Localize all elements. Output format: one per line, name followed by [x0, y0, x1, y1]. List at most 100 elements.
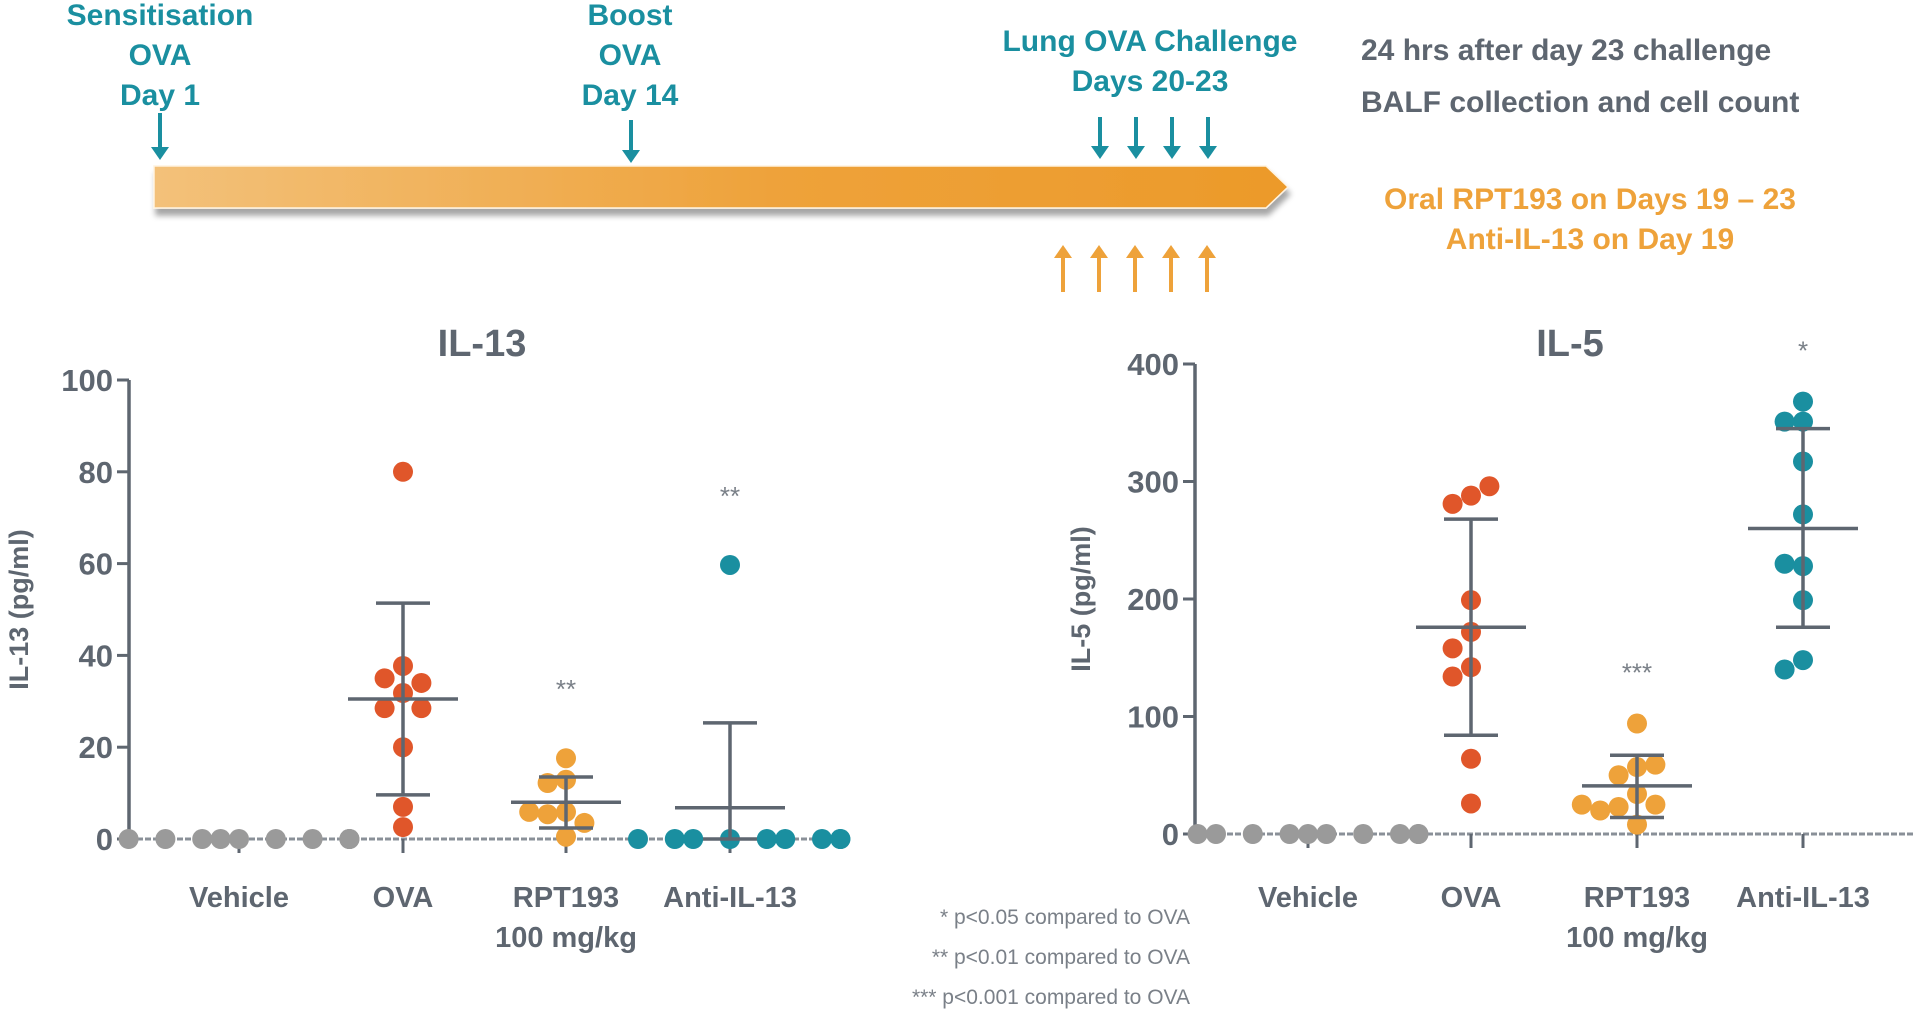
- y-tick-label: 0: [96, 822, 113, 857]
- data-point: [374, 668, 395, 689]
- data-point: [1590, 800, 1611, 821]
- down-arrow-icon: [1199, 117, 1217, 159]
- data-point: [1279, 824, 1300, 844]
- data-point: [1774, 553, 1795, 574]
- up-arrow-icon: [1162, 245, 1180, 292]
- treatment-note-line: Anti-IL-13 on Day 19: [1445, 223, 1735, 256]
- y-tick-label: 100: [61, 363, 113, 398]
- x-tick-label: 100 mg/kg: [495, 922, 637, 954]
- data-point: [118, 829, 139, 849]
- down-arrow-icon: [1127, 117, 1145, 159]
- data-point: [1390, 824, 1410, 844]
- y-tick-label: 300: [1127, 465, 1179, 500]
- event-boost-line: Day 14: [581, 79, 679, 112]
- down-arrow-icon: [1091, 117, 1109, 159]
- data-point: [1627, 814, 1647, 835]
- data-point: [812, 829, 832, 849]
- arrow-head: [1127, 146, 1145, 159]
- x-tick-label: Anti-IL-13: [1736, 882, 1870, 914]
- down-arrow-icon: [1163, 117, 1181, 159]
- timeline-arrow: [153, 165, 1290, 209]
- arrow-head: [1091, 146, 1109, 159]
- data-point: [664, 829, 685, 849]
- arrow-head: [1198, 245, 1216, 258]
- arrow-head: [1162, 245, 1180, 258]
- arrow-head: [1163, 146, 1181, 159]
- collection-note-line: BALF collection and cell count: [1361, 86, 1800, 119]
- data-point: [192, 829, 213, 849]
- down-arrow-icon: [151, 113, 169, 160]
- event-boost-line: Boost: [587, 0, 673, 32]
- data-point: [683, 829, 704, 849]
- x-tick-label: OVA: [373, 882, 434, 914]
- event-sensitisation-line: OVA: [128, 39, 192, 72]
- event-sensitisation: Sensitisation OVA Day 1: [60, 0, 260, 116]
- data-point: [556, 748, 576, 769]
- treatment-note: Oral RPT193 on Days 19 – 23 Anti-IL-13 o…: [1355, 180, 1825, 260]
- arrow-head: [1199, 146, 1217, 159]
- significance-marker: **: [720, 481, 740, 511]
- footnotes: * p<0.05 compared to OVA ** p<0.01 compa…: [760, 898, 1190, 1018]
- data-point: [393, 817, 413, 838]
- data-point: [1316, 824, 1337, 844]
- chart-title: IL-5: [1536, 323, 1604, 365]
- data-point: [1608, 765, 1629, 786]
- event-lung-challenge: Lung OVA Challenge Days 20-23: [960, 22, 1340, 102]
- data-point: [537, 804, 558, 825]
- y-tick-label: 20: [79, 730, 113, 765]
- event-boost: Boost OVA Day 14: [530, 0, 730, 116]
- arrow-head: [1090, 245, 1108, 258]
- significance-marker: *: [1798, 336, 1808, 366]
- data-point: [830, 829, 851, 849]
- up-arrow-icon: [1198, 245, 1216, 292]
- data-point: [411, 698, 432, 719]
- data-point: [1793, 391, 1813, 412]
- data-point: [1353, 824, 1374, 844]
- data-point: [1774, 659, 1795, 680]
- y-tick-label: 100: [1127, 700, 1179, 735]
- data-point: [756, 829, 777, 849]
- y-tick-label: 60: [79, 547, 113, 582]
- y-axis-label: IL-13 (pg/ml): [4, 529, 34, 690]
- arrow-head: [151, 147, 169, 160]
- collection-note: 24 hrs after day 23 challenge BALF colle…: [1361, 25, 1799, 129]
- ova-dose-arrows: [151, 113, 1217, 163]
- y-tick-label: 400: [1127, 347, 1179, 382]
- data-point: [1793, 650, 1813, 671]
- data-point: [1645, 794, 1666, 815]
- event-challenge-line: Lung OVA Challenge: [1002, 25, 1298, 58]
- data-point: [1442, 493, 1463, 514]
- data-point: [1242, 824, 1263, 844]
- data-point: [1774, 411, 1795, 432]
- x-tick-label: 100 mg/kg: [1566, 922, 1708, 954]
- x-tick-label: Vehicle: [1258, 882, 1358, 914]
- data-point: [302, 829, 323, 849]
- data-point: [1461, 793, 1481, 814]
- footnote-p0001: *** p<0.001 compared to OVA: [911, 986, 1190, 1009]
- data-point: [1206, 824, 1226, 844]
- data-point: [1461, 485, 1481, 506]
- data-point: [393, 796, 413, 817]
- x-tick-label: Anti-IL-13: [663, 882, 797, 914]
- data-point: [411, 672, 432, 693]
- treatment-dose-arrows: [1054, 245, 1216, 292]
- up-arrow-icon: [1090, 245, 1108, 292]
- data-point: [720, 554, 740, 575]
- data-point: [1442, 666, 1463, 687]
- data-point: [775, 829, 796, 849]
- up-arrow-icon: [1054, 245, 1072, 292]
- arrow-head: [1054, 245, 1072, 258]
- x-tick-label: RPT193: [1584, 882, 1690, 914]
- data-point: [556, 826, 576, 847]
- significance-marker: ***: [1622, 658, 1652, 688]
- data-point: [1298, 824, 1318, 844]
- arrow-head: [1126, 245, 1144, 258]
- y-axis-label: IL-5 (pg/ml): [1066, 526, 1096, 671]
- data-point: [1571, 794, 1592, 815]
- data-point: [519, 801, 540, 822]
- data-point: [1442, 638, 1463, 659]
- y-tick-label: 0: [1162, 817, 1179, 852]
